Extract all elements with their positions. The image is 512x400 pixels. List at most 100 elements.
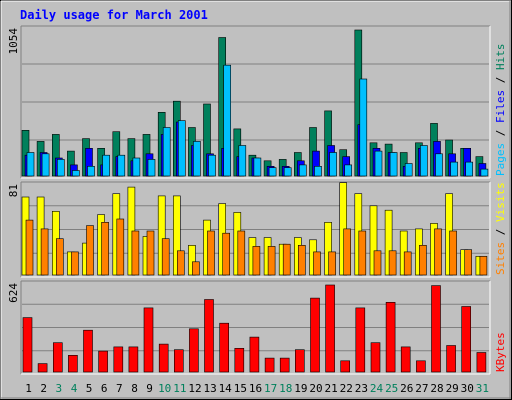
bar-kbytes-20 (310, 297, 320, 373)
legend-visits_sites: Sites / Visits (494, 182, 507, 275)
legend-separator: / (494, 123, 507, 143)
bar-pages-25 (389, 152, 398, 177)
x-tick-label-30: 30 (461, 382, 474, 395)
bar-pages-8 (132, 157, 141, 177)
bar-pages-18 (283, 167, 292, 177)
y-max-label-visits_sites: 81 (7, 184, 20, 197)
bar-kbytes-26 (400, 346, 411, 373)
bar-pages-3 (56, 159, 65, 177)
bar-pages-2 (41, 153, 50, 177)
bar-pages-21 (329, 152, 337, 177)
bar-kbytes-21 (325, 284, 335, 373)
bar-kbytes-22 (340, 360, 351, 373)
x-axis-labels: 1 2 3 4 5 6 7 8 9 10 11 12 13 14 15 16 17 18 19 20 21 22 23 24 2… (25, 382, 489, 395)
bar-kbytes-16 (249, 336, 260, 373)
x-tick-label-14: 14 (219, 382, 233, 395)
bar-sites-1 (25, 219, 34, 276)
bar-pages-15 (238, 145, 247, 177)
bar-sites-24 (373, 250, 382, 276)
bar-sites-14 (222, 232, 230, 276)
x-tick-label-6: 6 (101, 382, 108, 395)
bar-visits-21 (324, 222, 332, 276)
x-tick-label-12: 12 (188, 382, 201, 395)
bar-pages-29 (450, 161, 458, 177)
bar-pages-1 (26, 152, 35, 177)
x-tick-label-25: 25 (385, 382, 398, 395)
x-tick-label-4: 4 (71, 382, 78, 395)
bar-pages-30 (465, 161, 474, 177)
bar-sites-11 (177, 250, 185, 276)
bar-pages-19 (298, 164, 307, 177)
bar-pages-20 (314, 166, 322, 177)
legend-entry-sites: Sites (494, 242, 507, 275)
x-tick-label-27: 27 (415, 382, 428, 395)
bar-pages-6 (102, 154, 110, 177)
bar-kbytes-9 (143, 307, 154, 373)
bar-visits-12 (188, 245, 196, 276)
bar-kbytes-4 (68, 354, 78, 373)
x-tick-label-1: 1 (25, 382, 32, 395)
x-tick-label-28: 28 (430, 382, 443, 395)
bar-kbytes-12 (189, 328, 199, 373)
bar-pages-27 (420, 145, 428, 177)
bar-visits-25 (384, 209, 393, 276)
x-tick-label-9: 9 (146, 382, 153, 395)
chart-title: Daily usage for March 2001 (20, 8, 208, 22)
x-tick-label-20: 20 (309, 382, 322, 395)
x-tick-label-2: 2 (40, 382, 47, 395)
x-tick-label-21: 21 (324, 382, 337, 395)
x-tick-label-5: 5 (86, 382, 93, 395)
legend-separator: / (494, 70, 507, 90)
x-tick-label-7: 7 (116, 382, 123, 395)
bar-pages-7 (117, 154, 126, 177)
bar-pages-23 (359, 78, 368, 177)
x-tick-label-15: 15 (234, 382, 247, 395)
bar-sites-3 (55, 238, 64, 276)
x-tick-label-8: 8 (131, 382, 138, 395)
bar-visits-24 (369, 205, 378, 276)
legend-entry-kbytes: KBytes (494, 332, 507, 372)
bar-kbytes-5 (83, 329, 93, 373)
bar-pages-12 (193, 141, 201, 177)
bar-sites-10 (161, 238, 170, 276)
x-tick-label-11: 11 (173, 382, 186, 395)
x-tick-label-17: 17 (264, 382, 277, 395)
bar-kbytes-13 (204, 299, 214, 373)
bar-kbytes-30 (461, 306, 472, 373)
bar-kbytes-23 (355, 307, 366, 373)
bar-pages-13 (208, 154, 216, 177)
y-max-label-hits_files_pages: 1054 (7, 28, 20, 55)
legend-entry-files: Files (494, 90, 507, 123)
bar-kbytes-1 (22, 317, 33, 373)
legend-entry-hits: Hits (494, 44, 507, 71)
bar-kbytes-11 (174, 349, 184, 373)
bar-sites-16 (252, 246, 261, 276)
bar-sites-18 (282, 243, 291, 276)
bar-kbytes-25 (385, 301, 396, 373)
bar-kbytes-28 (431, 285, 441, 373)
y-max-label-kbytes: 624 (7, 283, 20, 303)
bar-kbytes-29 (446, 345, 456, 373)
bar-pages-16 (253, 157, 262, 177)
bar-kbytes-27 (416, 360, 426, 373)
bar-sites-28 (434, 228, 442, 276)
bar-sites-8 (131, 230, 140, 276)
bar-pages-26 (404, 163, 413, 177)
bar-kbytes-24 (370, 342, 381, 373)
bar-kbytes-14 (219, 322, 229, 373)
bar-sites-23 (358, 230, 367, 276)
bar-pages-17 (268, 167, 277, 177)
bar-kbytes-2 (37, 363, 48, 373)
bar-sites-25 (388, 250, 397, 276)
bar-sites-31 (479, 255, 488, 276)
legend-entry-pages: Pages (494, 143, 507, 176)
bar-sites-4 (71, 251, 79, 276)
x-tick-label-10: 10 (158, 382, 171, 395)
bar-sites-7 (116, 218, 125, 276)
legend-hits_files_pages: Pages / Files / Hits (494, 44, 507, 177)
bar-sites-20 (313, 251, 321, 276)
x-tick-label-18: 18 (279, 382, 292, 395)
x-tick-label-22: 22 (340, 382, 353, 395)
bar-sites-26 (403, 251, 412, 276)
